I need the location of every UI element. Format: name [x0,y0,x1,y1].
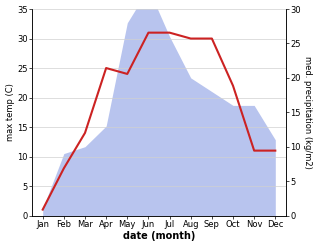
X-axis label: date (month): date (month) [123,231,195,242]
Y-axis label: max temp (C): max temp (C) [5,83,15,141]
Y-axis label: med. precipitation (kg/m2): med. precipitation (kg/m2) [303,56,313,169]
